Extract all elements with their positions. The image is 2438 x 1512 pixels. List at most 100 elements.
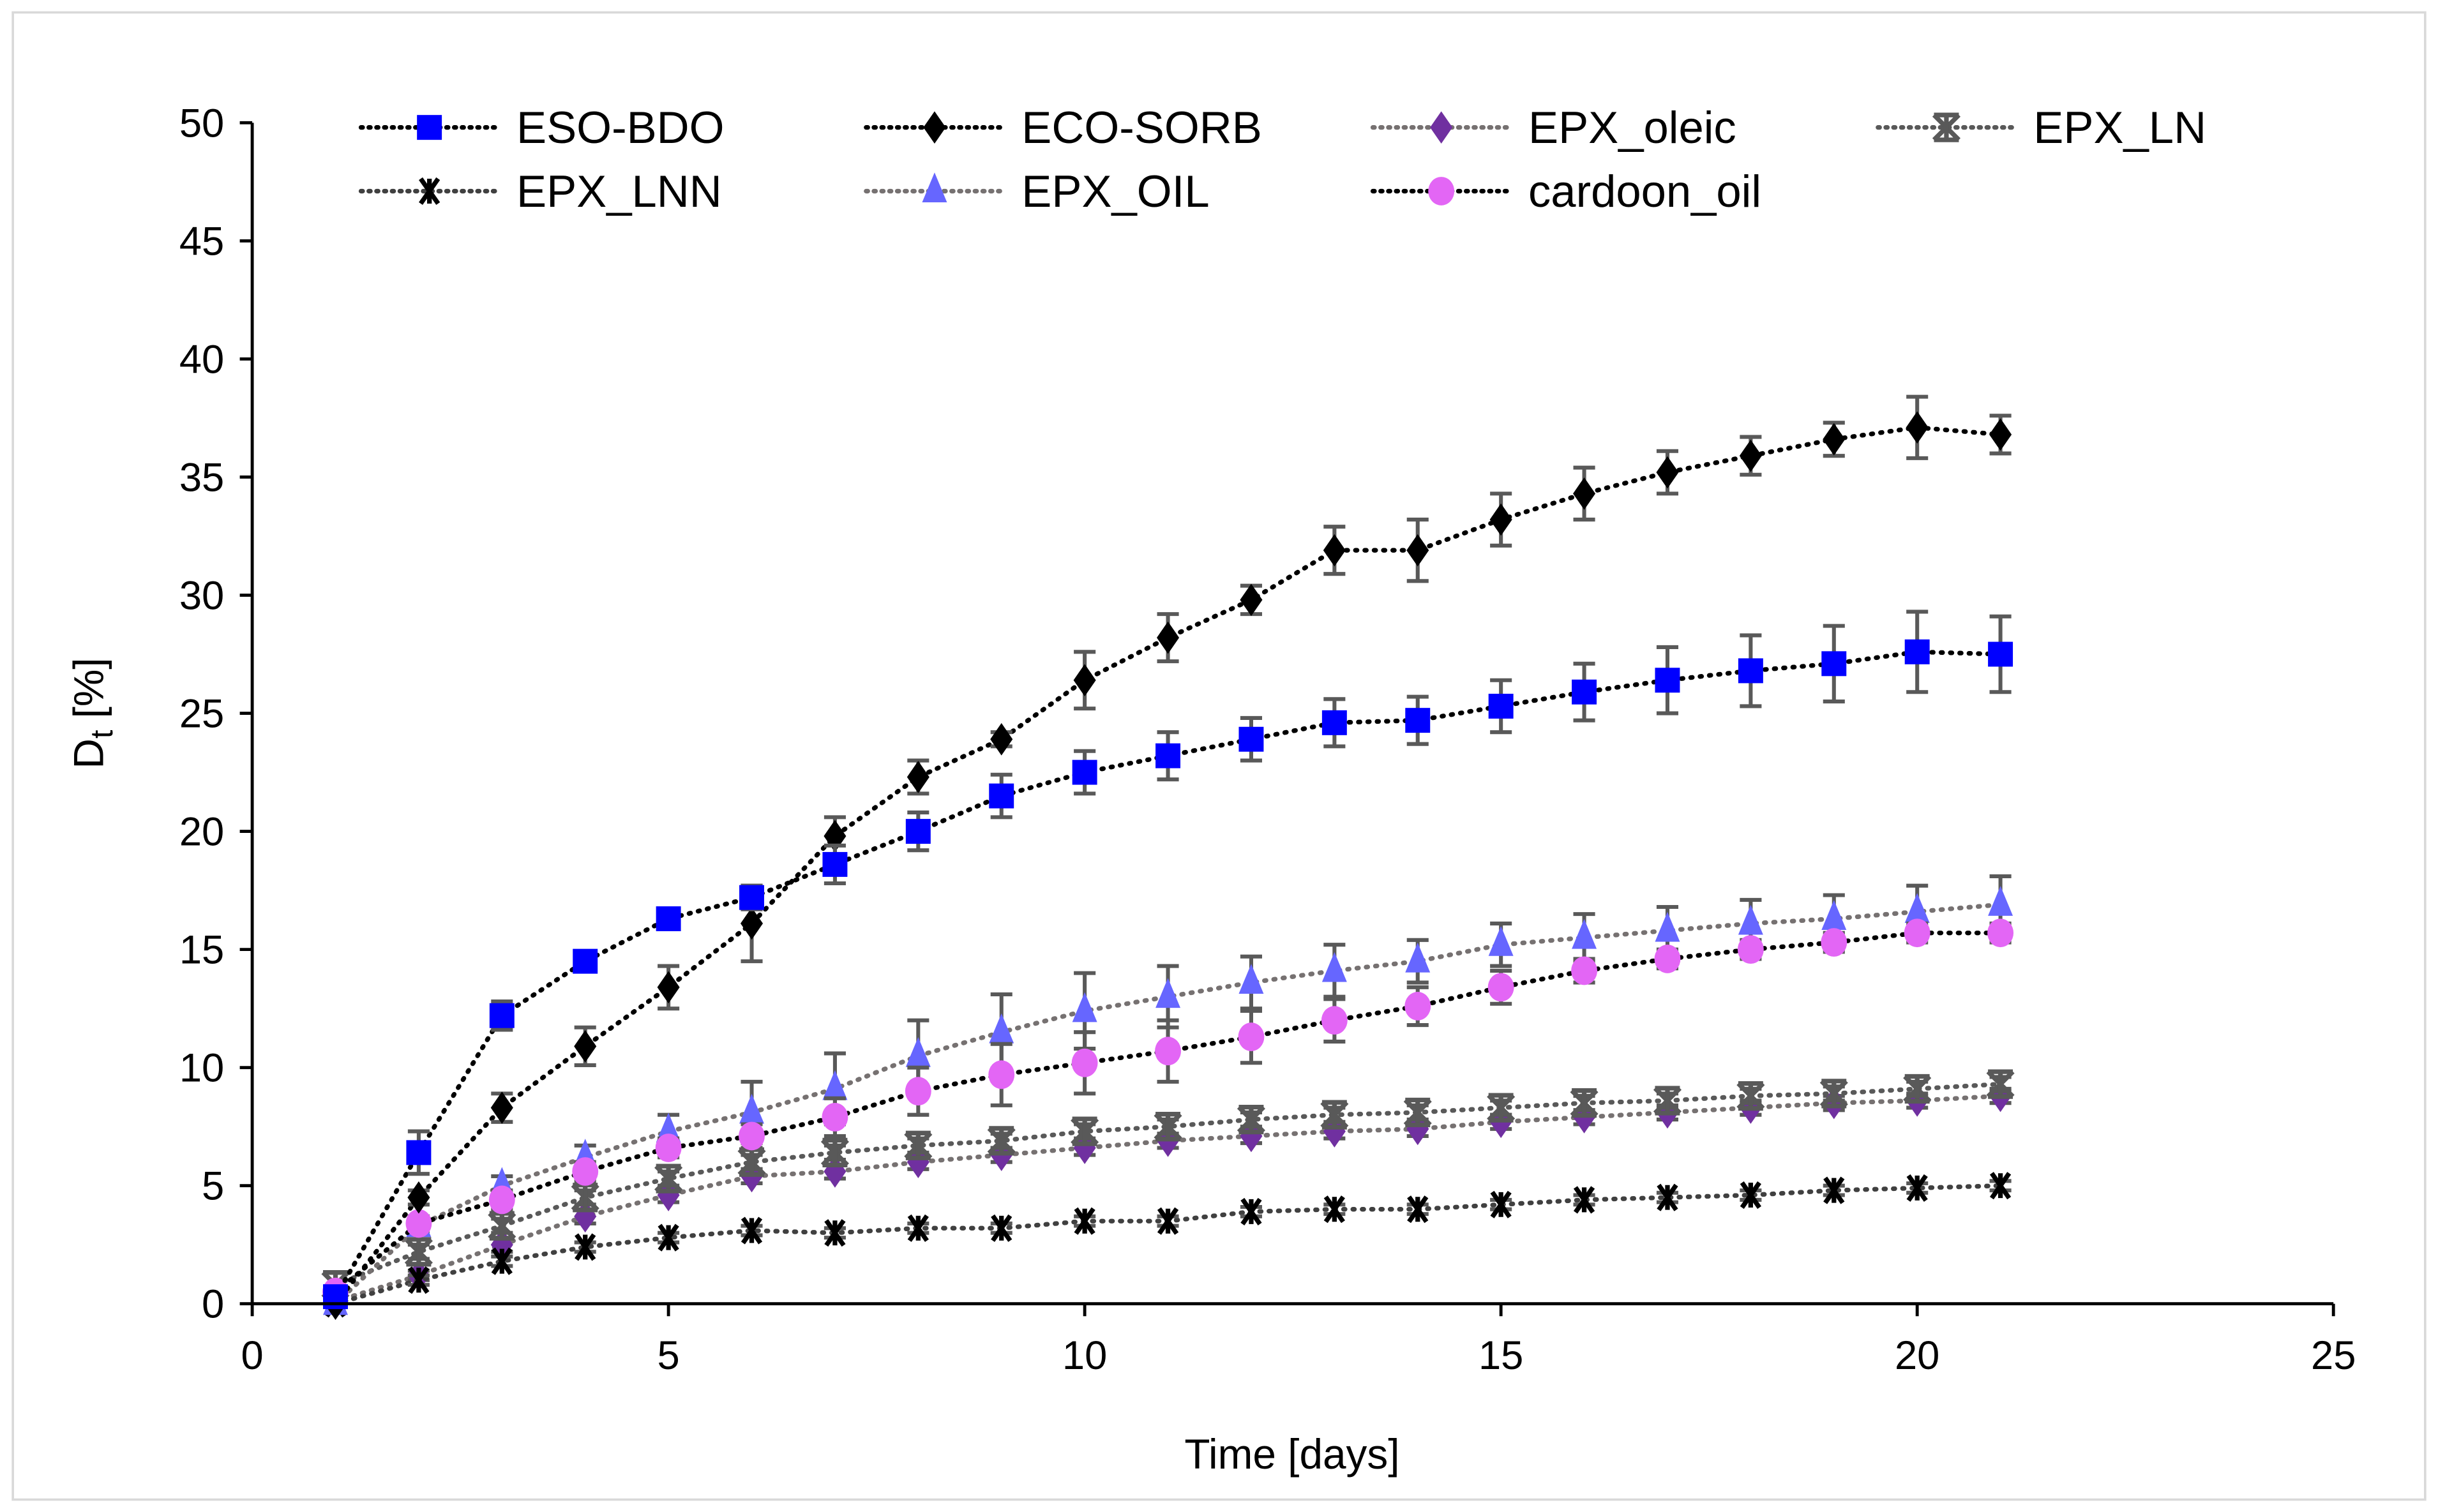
data-point: [740, 907, 764, 940]
data-point: [1821, 928, 1847, 957]
data-point: [1321, 710, 1347, 735]
data-point: [1238, 964, 1264, 994]
data-point: [1071, 1116, 1099, 1146]
data-point: [1488, 926, 1514, 956]
data-point: [1903, 1074, 1932, 1104]
data-point: [822, 1102, 848, 1132]
data-point: [1573, 477, 1596, 510]
x-tick-label: 0: [241, 1333, 263, 1378]
y-tick-label: 50: [179, 101, 224, 146]
data-point: [991, 1214, 1012, 1242]
series-line: [333, 1081, 2003, 1287]
legend-marker: [1932, 112, 1961, 142]
data-point: [1823, 1176, 1845, 1204]
data-point: [739, 885, 764, 910]
data-point: [1655, 911, 1680, 942]
data-point: [1154, 1112, 1182, 1142]
data-point: [1989, 418, 2012, 451]
legend-label: EPX_LNN: [516, 166, 722, 216]
data-point: [1489, 503, 1512, 536]
data-point: [490, 1091, 513, 1124]
data-point: [1238, 1022, 1265, 1051]
data-point: [1157, 1207, 1179, 1235]
series-eso-bdo: [323, 610, 2013, 1310]
y-tick-label: 20: [179, 809, 224, 854]
data-point: [1155, 978, 1181, 1008]
data-point: [1321, 1006, 1348, 1035]
legend-item-epx-oil: EPX_OIL: [864, 166, 1210, 216]
data-point: [990, 722, 1013, 756]
data-point: [739, 1121, 765, 1151]
legend-marker: [923, 111, 946, 144]
series-layer: [321, 394, 2015, 1321]
legend-label: cardoon_oil: [1528, 166, 1761, 216]
data-point: [824, 1219, 846, 1247]
y-tick-label: 5: [202, 1164, 224, 1209]
data-point: [571, 1183, 599, 1213]
x-axis-label: Time [days]: [1184, 1430, 1399, 1478]
legend-marker: [1428, 177, 1455, 206]
y-axis-label: Dt [%]: [64, 657, 119, 768]
data-point: [907, 1214, 929, 1242]
y-tick-label: 0: [202, 1282, 224, 1327]
series-line: [333, 1093, 2003, 1304]
data-point: [1072, 992, 1097, 1022]
data-point: [1488, 693, 1514, 719]
data-point: [1487, 973, 1514, 1002]
data-point: [1572, 918, 1597, 949]
data-point: [1740, 1181, 1762, 1209]
data-point: [1155, 1037, 1181, 1066]
data-point: [655, 1134, 682, 1162]
data-point: [405, 1209, 432, 1238]
data-point: [1904, 639, 1930, 664]
data-point: [1403, 1097, 1432, 1128]
y-tick-label: 25: [179, 691, 224, 736]
data-point: [1573, 1186, 1595, 1214]
data-point: [739, 1093, 764, 1124]
data-point: [656, 1112, 681, 1143]
legend-label: ECO-SORB: [1021, 102, 1262, 153]
legend-item-eco-sorb: ECO-SORB: [864, 102, 1262, 153]
data-point: [988, 1060, 1015, 1089]
data-point: [1821, 900, 1847, 931]
data-point: [987, 1126, 1016, 1156]
data-point: [657, 971, 680, 1004]
data-point: [574, 1030, 597, 1063]
data-point: [1237, 1104, 1266, 1135]
data-point: [1571, 956, 1598, 985]
data-point: [905, 1077, 931, 1106]
data-point: [989, 1013, 1014, 1044]
data-point: [1405, 942, 1431, 973]
data-point: [1407, 1195, 1429, 1224]
data-point: [741, 1216, 763, 1245]
data-point: [1240, 583, 1263, 617]
chart-border: [11, 11, 2427, 1501]
data-point: [408, 1266, 430, 1294]
data-point: [1906, 1174, 1928, 1202]
data-point: [1157, 621, 1180, 654]
data-point: [1405, 708, 1431, 733]
y-tick-label: 45: [179, 219, 224, 264]
data-point: [1989, 1172, 2012, 1200]
data-point: [1323, 1195, 1345, 1224]
data-point: [822, 1070, 848, 1100]
data-point: [1490, 1190, 1512, 1218]
data-point: [488, 1185, 515, 1215]
data-point: [1572, 679, 1597, 705]
legend-item-epx-oleic: EPX_oleic: [1370, 102, 1736, 153]
data-point: [1238, 726, 1264, 752]
y-tick-label: 30: [179, 573, 224, 618]
data-point: [572, 1157, 599, 1186]
data-point: [905, 819, 931, 844]
x-tick-label: 10: [1062, 1333, 1107, 1378]
data-point: [1736, 1081, 1765, 1111]
x-tick-label: 25: [2311, 1333, 2356, 1378]
data-point: [1821, 651, 1847, 677]
legend-label: ESO-BDO: [516, 102, 725, 153]
y-tick-label: 40: [179, 337, 224, 382]
legend-label: EPX_LN: [2033, 102, 2206, 153]
series-line: [333, 425, 2003, 1306]
data-point: [1570, 1088, 1599, 1118]
data-point: [1654, 945, 1681, 973]
ticks: 0 5 10 15 20 25 0 5 10 15 20 25 30 35 40 45 50: [179, 101, 2356, 1378]
